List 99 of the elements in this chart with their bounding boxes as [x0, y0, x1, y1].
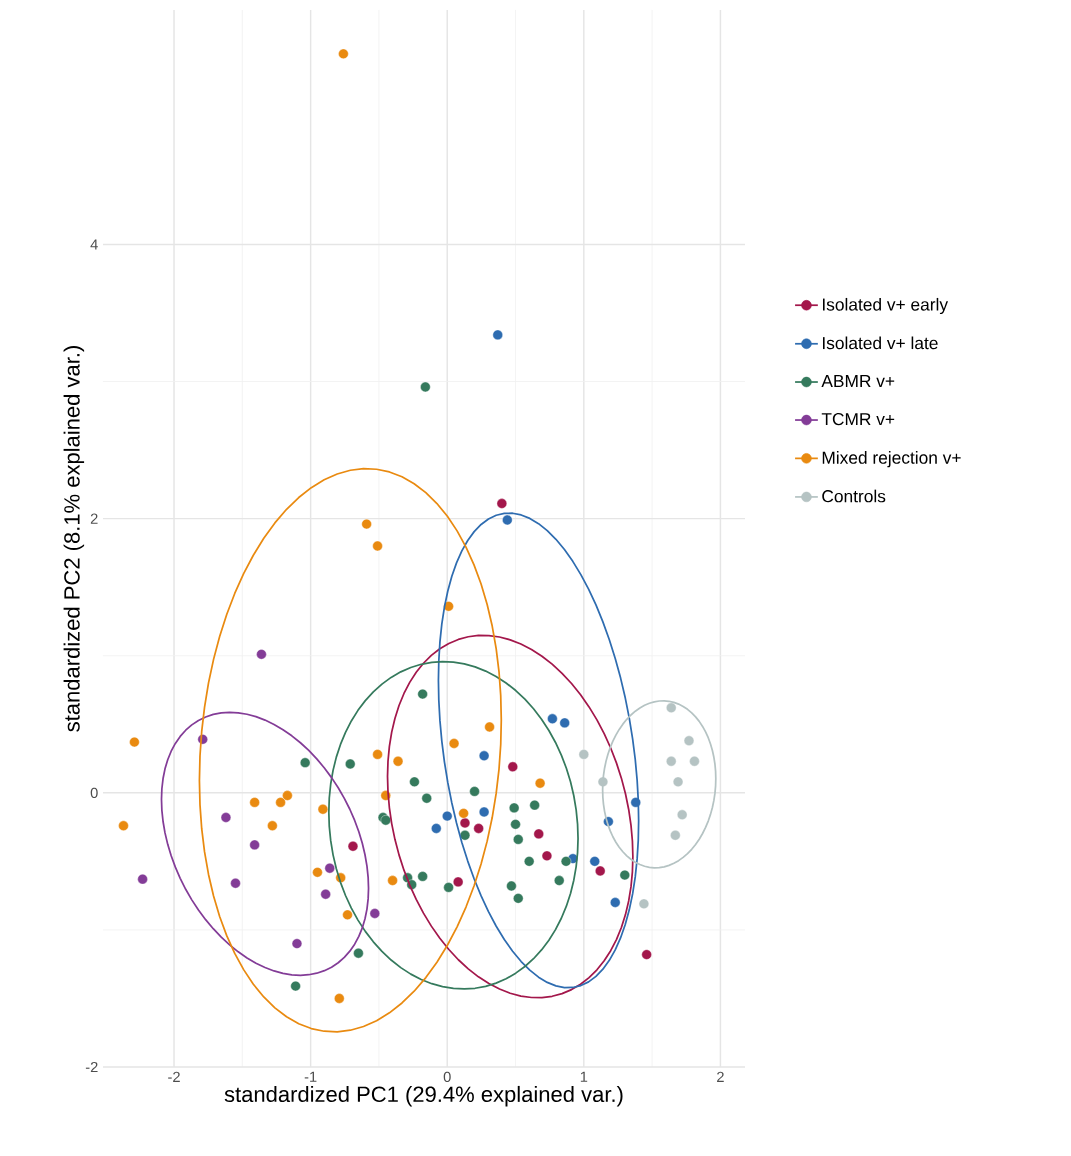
x-tick-label: 2: [717, 1071, 724, 1082]
point: [267, 820, 278, 831]
point: [220, 812, 232, 823]
point: [459, 817, 471, 829]
y-axis-title: standardized PC2 (8.1% explained var.): [63, 346, 85, 732]
x-axis-title: standardized PC1 (29.4% explained var.): [224, 1085, 623, 1107]
point: [312, 867, 323, 878]
legend-label: Mixed rejection v+: [822, 451, 961, 468]
point: [431, 823, 442, 834]
point: [533, 828, 544, 840]
point: [534, 778, 546, 789]
point: [666, 756, 677, 767]
point: [589, 856, 600, 867]
point: [510, 819, 521, 830]
point: [513, 834, 524, 845]
x-tick-label: -2: [168, 1071, 180, 1082]
point: [387, 875, 398, 886]
point: [448, 738, 460, 749]
point: [249, 839, 260, 851]
x-tick-label: 1: [580, 1071, 588, 1082]
point: [137, 874, 148, 885]
legend-label: Isolated v+ late: [822, 336, 938, 350]
point: [421, 793, 432, 804]
point: [345, 758, 356, 770]
point: [372, 540, 383, 552]
point: [630, 797, 641, 808]
point: [666, 702, 677, 713]
point: [683, 735, 695, 746]
point: [442, 810, 453, 822]
point: [282, 790, 293, 801]
point: [230, 878, 241, 889]
point: [443, 882, 454, 893]
point: [641, 949, 652, 960]
point: [619, 869, 630, 881]
point: [118, 820, 129, 831]
point: [513, 893, 524, 904]
point: [300, 757, 311, 768]
point: [458, 808, 469, 819]
legend-label: Controls: [822, 489, 886, 503]
point: [369, 908, 380, 919]
point: [559, 717, 570, 729]
point: [342, 909, 353, 920]
point: [638, 898, 650, 909]
point: [290, 980, 301, 992]
point: [578, 749, 589, 760]
point: [484, 721, 495, 733]
point: [478, 806, 490, 818]
y-tick-label: 0: [90, 787, 98, 798]
point: [478, 750, 490, 761]
point: [541, 850, 553, 861]
point: [417, 688, 428, 700]
point: [502, 514, 513, 526]
x-tick-label: 0: [443, 1071, 451, 1083]
point: [469, 786, 480, 797]
point: [361, 518, 372, 530]
y-tick-label: 2: [90, 513, 98, 524]
point: [547, 713, 558, 724]
point: [320, 889, 331, 900]
point: [353, 948, 364, 959]
point: [677, 809, 688, 820]
point: [324, 863, 335, 874]
point: [524, 856, 535, 867]
point: [492, 329, 503, 341]
point: [453, 876, 464, 888]
point: [689, 756, 700, 767]
point: [473, 823, 484, 834]
point: [496, 498, 507, 509]
point: [506, 880, 517, 892]
point: [554, 875, 565, 886]
point: [443, 601, 454, 612]
point: [417, 871, 428, 882]
point: [392, 756, 404, 767]
point: [275, 797, 286, 808]
point: [420, 381, 431, 393]
y-tick-label: 4: [90, 239, 98, 250]
point: [372, 749, 383, 760]
point: [610, 897, 621, 908]
point: [672, 776, 684, 787]
point: [338, 48, 349, 59]
point: [334, 993, 345, 1004]
point: [347, 841, 359, 852]
point: [256, 649, 267, 660]
point: [529, 800, 540, 811]
y-tick-label: -2: [85, 1061, 98, 1073]
point: [317, 804, 329, 815]
point: [560, 856, 572, 867]
point: [249, 797, 260, 808]
legend-label: TCMR v+: [821, 412, 895, 426]
point: [507, 761, 518, 772]
point: [129, 736, 140, 748]
legend-label: ABMR v+: [821, 375, 895, 387]
legend-label: Isolated v+ early: [822, 297, 949, 315]
point: [409, 776, 420, 787]
x-tick-label: -1: [304, 1071, 317, 1082]
point: [459, 830, 471, 841]
point: [509, 802, 520, 814]
point: [595, 865, 606, 877]
point: [291, 938, 303, 949]
point: [670, 830, 681, 841]
